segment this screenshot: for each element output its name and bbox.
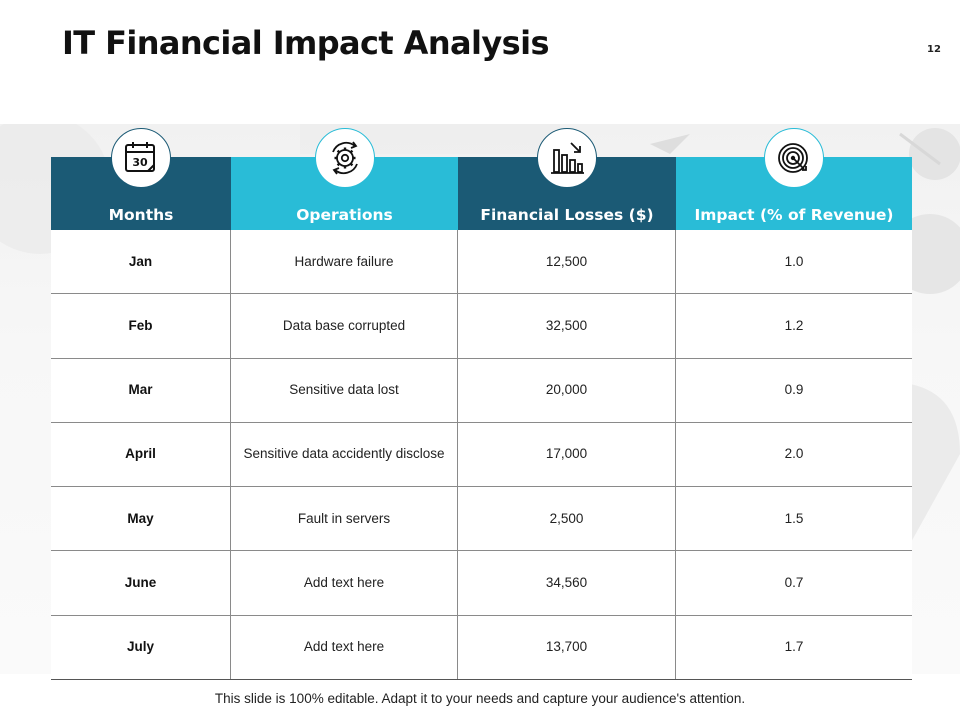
table-row: April Sensitive data accidently disclose… bbox=[51, 422, 912, 488]
loss-cell: 17,000 bbox=[458, 422, 676, 487]
table-row: Mar Sensitive data lost 20,000 0.9 bbox=[51, 358, 912, 423]
loss-cell: 2,500 bbox=[458, 487, 676, 551]
gear-cycle-icon bbox=[314, 128, 375, 188]
page-number: 12 bbox=[927, 44, 941, 55]
header-label: Months bbox=[108, 206, 174, 224]
table-body: Jan Hardware failure 12,500 1.0 Feb Data… bbox=[51, 230, 912, 681]
month-cell: Feb bbox=[51, 294, 231, 358]
target-icon bbox=[764, 128, 824, 188]
calendar-icon: 30 bbox=[111, 128, 171, 188]
header-operations: Operations bbox=[231, 128, 458, 230]
operation-cell: Fault in servers bbox=[231, 487, 458, 551]
loss-cell: 20,000 bbox=[458, 358, 676, 422]
table-row: June Add text here 34,560 0.7 bbox=[51, 551, 912, 616]
impact-table: 30 Months bbox=[51, 128, 912, 681]
footer-note: This slide is 100% editable. Adapt it to… bbox=[214, 691, 746, 706]
loss-cell: 32,500 bbox=[458, 294, 676, 358]
table-row: May Fault in servers 2,500 1.5 bbox=[51, 487, 912, 552]
impact-cell: 0.9 bbox=[784, 382, 804, 398]
month-cell: July bbox=[51, 615, 231, 680]
impact-cell: 1.2 bbox=[784, 317, 804, 333]
calendar-day-text: 30 bbox=[132, 156, 148, 169]
table-row: July Add text here 13,700 1.7 bbox=[51, 615, 912, 681]
header-label: Operations bbox=[296, 206, 393, 224]
impact-cell: 1.0 bbox=[784, 253, 804, 269]
impact-cell: 1.7 bbox=[784, 639, 804, 655]
month-cell: Jan bbox=[51, 230, 231, 294]
month-cell: June bbox=[51, 551, 231, 615]
loss-cell: 34,560 bbox=[458, 551, 676, 615]
month-cell: May bbox=[51, 487, 231, 551]
loss-cell: 12,500 bbox=[458, 230, 676, 294]
operation-cell: Data base corrupted bbox=[231, 294, 458, 358]
header-months: 30 Months bbox=[51, 128, 231, 230]
month-cell: April bbox=[51, 422, 231, 487]
impact-cell: 1.5 bbox=[784, 510, 804, 526]
operation-cell: Sensitive data accidently disclose bbox=[231, 422, 458, 487]
impact-cell: 2.0 bbox=[784, 446, 804, 462]
operation-cell: Sensitive data lost bbox=[231, 358, 458, 422]
operation-cell: Add text here bbox=[231, 615, 458, 680]
slide-title: IT Financial Impact Analysis bbox=[62, 24, 549, 62]
month-cell: Mar bbox=[51, 358, 231, 422]
header-impact: Impact (% of Revenue) bbox=[676, 128, 912, 230]
operation-cell: Add text here bbox=[231, 551, 458, 615]
header-financial-losses: Financial Losses ($) bbox=[458, 128, 676, 230]
header-label: Financial Losses ($) bbox=[480, 206, 654, 224]
table-row: Feb Data base corrupted 32,500 1.2 bbox=[51, 294, 912, 359]
impact-cell: 0.7 bbox=[784, 575, 804, 591]
table-header-row: 30 Months bbox=[51, 128, 912, 230]
declining-bar-chart-icon bbox=[537, 128, 597, 188]
loss-cell: 13,700 bbox=[458, 615, 676, 680]
table-row: Jan Hardware failure 12,500 1.0 bbox=[51, 230, 912, 295]
operation-cell: Hardware failure bbox=[231, 230, 458, 294]
header-label: Impact (% of Revenue) bbox=[694, 206, 894, 224]
